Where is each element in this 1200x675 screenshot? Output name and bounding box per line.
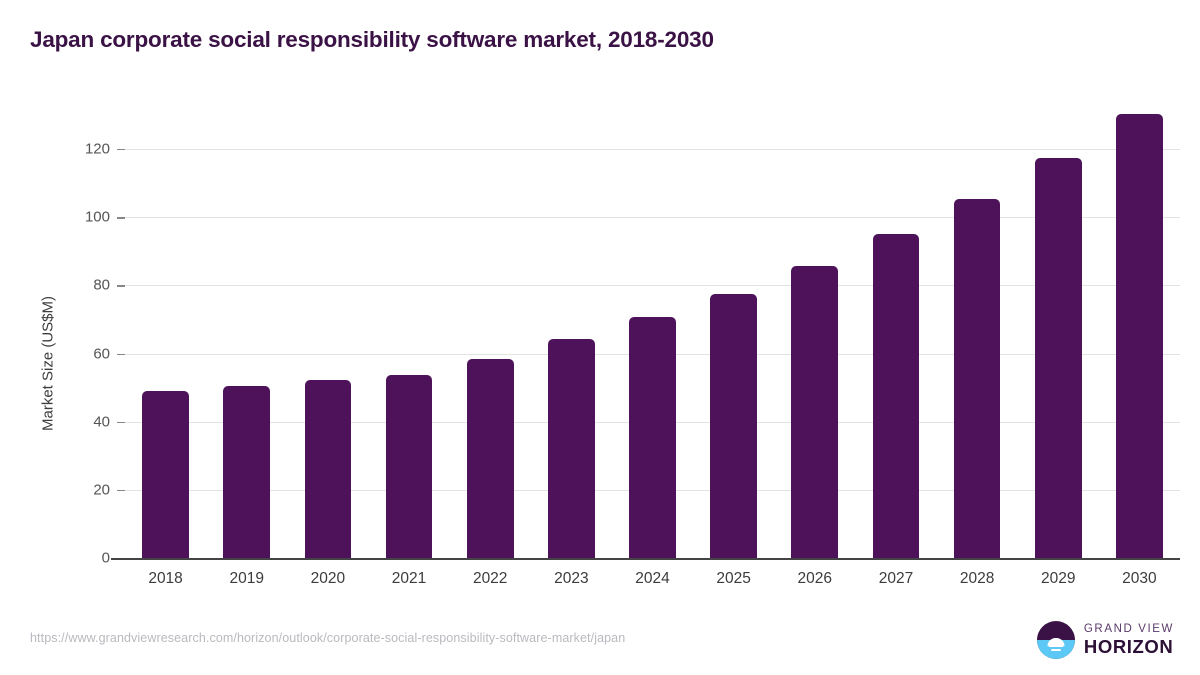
logo-ray-2 xyxy=(1050,649,1061,651)
bar-2027[interactable] xyxy=(872,233,920,558)
y-tick-label: 40 xyxy=(93,413,110,431)
y-tick-label: 100 xyxy=(84,208,110,226)
bar-2018[interactable] xyxy=(142,391,189,558)
y-tick-mark xyxy=(117,353,125,355)
logo-wordmark: GRAND VIEW HORIZON xyxy=(1083,622,1174,657)
x-tick-label-2026: 2026 xyxy=(797,570,833,587)
x-tick-label-2027: 2027 xyxy=(878,570,914,587)
bar-column[interactable] xyxy=(304,379,352,558)
chart-plot-area: Market Size (US$M) 0 20 40 60 80 100 120 2018 2… xyxy=(40,0,1180,610)
bar-2023[interactable] xyxy=(548,339,595,558)
x-tick-label-2023: 2023 xyxy=(554,570,589,587)
x-tick-label-2024: 2024 xyxy=(635,570,670,587)
x-tick-label-2025: 2025 xyxy=(716,570,751,587)
bar-2020[interactable] xyxy=(304,379,352,558)
bar-2025[interactable] xyxy=(710,293,757,558)
bar-column[interactable] xyxy=(629,317,676,558)
bar-2029[interactable] xyxy=(1034,158,1082,558)
y-tick-label: 20 xyxy=(93,481,110,499)
x-tick-label-2018: 2018 xyxy=(148,570,183,587)
bar-2019[interactable] xyxy=(223,385,271,558)
bar-column[interactable] xyxy=(1116,113,1163,558)
bar-column[interactable] xyxy=(385,375,433,558)
bar-2026[interactable] xyxy=(791,266,839,558)
bar-2024[interactable] xyxy=(629,317,676,558)
horizon-sun-icon xyxy=(1036,621,1075,659)
y-tick-label: 80 xyxy=(93,276,110,294)
x-tick-label-2022: 2022 xyxy=(472,570,508,587)
logo-text-horizon: HORIZON xyxy=(1083,636,1174,657)
gridline xyxy=(125,285,1180,287)
bar-2028[interactable] xyxy=(953,198,1001,558)
bar-column[interactable] xyxy=(791,266,839,558)
source-url[interactable]: https://www.grandviewresearch.com/horizo… xyxy=(30,631,626,645)
bar-column[interactable] xyxy=(1034,158,1082,558)
bar-column[interactable] xyxy=(953,198,1001,558)
bar-series xyxy=(125,0,1180,610)
y-tick-mark xyxy=(117,285,125,287)
x-tick-label-2019: 2019 xyxy=(229,570,264,587)
page-title: Japan corporate social responsibility so… xyxy=(30,27,714,52)
y-tick-mark xyxy=(117,421,125,424)
bar-2030[interactable] xyxy=(1116,113,1163,558)
y-tick-mark xyxy=(117,149,125,151)
y-tick-mark xyxy=(117,489,125,492)
bar-column[interactable] xyxy=(710,293,757,558)
logo-text-grand-view: GRAND VIEW xyxy=(1083,622,1174,635)
y-tick-label: 0 xyxy=(101,549,110,567)
bar-2022[interactable] xyxy=(466,358,514,558)
x-tick-label-2028: 2028 xyxy=(959,570,995,587)
bar-column[interactable] xyxy=(872,233,920,558)
bar-column[interactable] xyxy=(223,385,271,558)
y-tick-label: 60 xyxy=(93,345,110,362)
x-tick-label-2021: 2021 xyxy=(391,570,427,587)
logo-ray-1 xyxy=(1048,644,1064,647)
x-tick-label-2020: 2020 xyxy=(310,570,346,587)
grand-view-horizon-logo: GRAND VIEW HORIZON xyxy=(1036,621,1174,659)
bar-column[interactable] xyxy=(142,391,189,558)
gridline xyxy=(125,217,1180,219)
y-tick-label: 120 xyxy=(84,140,110,158)
gridline xyxy=(125,149,1180,150)
bar-2021[interactable] xyxy=(385,375,433,558)
x-tick-label-2029: 2029 xyxy=(1041,570,1076,587)
logo-sun-shape xyxy=(1047,637,1065,647)
x-axis-line xyxy=(111,558,1180,560)
bar-column[interactable] xyxy=(466,358,514,558)
y-tick-mark xyxy=(117,217,125,219)
bar-column[interactable] xyxy=(548,339,595,558)
x-tick-label-2030: 2030 xyxy=(1122,570,1157,587)
